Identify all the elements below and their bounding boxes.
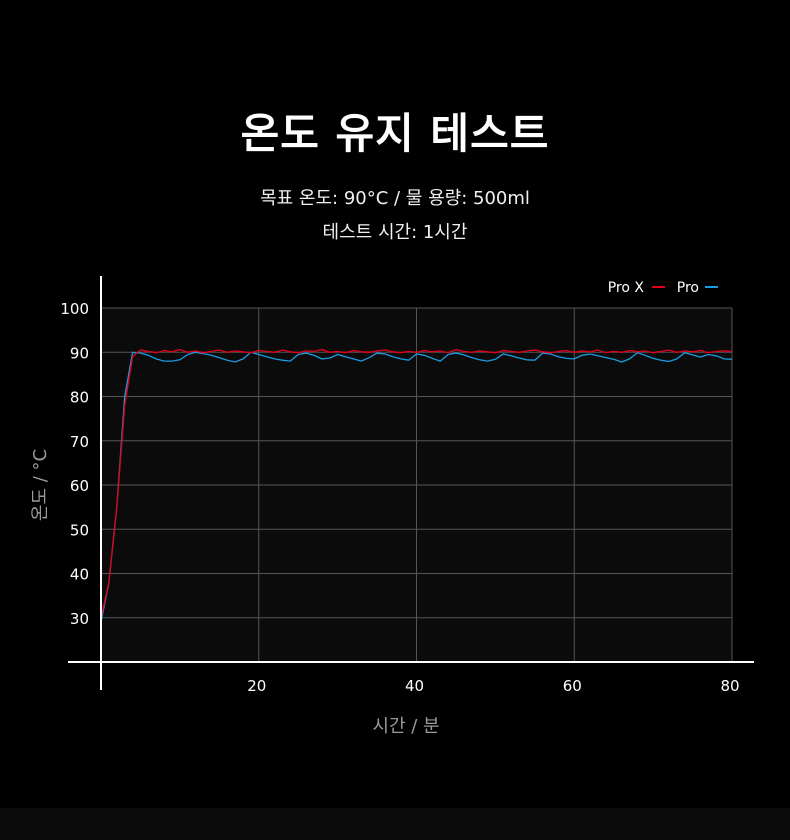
x-tick-label: 80 — [720, 677, 739, 695]
y-tick-label: 80 — [70, 389, 89, 407]
legend-label-pro: Pro — [677, 280, 699, 296]
y-tick-label: 60 — [70, 477, 89, 495]
x-tick-label: 60 — [563, 677, 582, 695]
test-duration: 테스트 시간: 1시간 — [322, 222, 468, 243]
series-line-pro-x — [100, 348, 733, 618]
test-conditions: 목표 온도: 90°C / 물 용량: 500ml — [260, 188, 530, 209]
y-tick-label: 30 — [70, 610, 89, 628]
x-tick-label: 40 — [405, 677, 424, 695]
page-title: 온도 유지 테스트 — [240, 109, 550, 158]
y-tick-label: 70 — [70, 433, 89, 451]
legend: Pro X Pro — [608, 280, 718, 296]
y-tick-label: 50 — [70, 521, 89, 539]
y-tick-label: 100 — [60, 300, 89, 318]
y-tick-label: 90 — [70, 344, 89, 362]
footer-band — [0, 808, 790, 840]
y-axis-label: 온도 / °C — [30, 449, 51, 521]
series-line-pro — [100, 351, 733, 623]
x-axis-label: 시간 / 분 — [372, 716, 439, 737]
y-tick-label: 40 — [70, 566, 89, 584]
x-tick-label: 20 — [247, 677, 266, 695]
legend-label-pro-x: Pro X — [608, 280, 645, 296]
